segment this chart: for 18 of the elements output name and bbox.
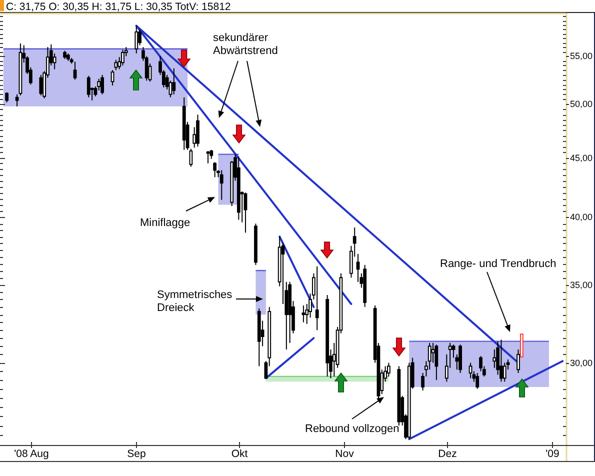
annotation: Rebound vollzogen <box>305 423 400 435</box>
x-tick-label: Sep <box>127 448 146 460</box>
chart-title: C: 31,75 O: 30,35 H: 31,75 L: 30,35 TotV: 15812 <box>6 1 231 13</box>
annotation: sekundärer Abwärtstrend <box>213 32 278 57</box>
x-tick-label: Okt <box>231 448 248 460</box>
y-tick-label: 45,00 <box>570 152 593 163</box>
y-tick-label: 30,00 <box>570 358 593 368</box>
x-tick-label: Dez <box>438 448 457 460</box>
annotation: Range- und Trendbruch <box>440 258 556 270</box>
y-tick-label: 35,00 <box>570 280 593 290</box>
y-tick-label: 50,00 <box>570 98 593 109</box>
annotation: Symmetrisches Dreieck <box>157 289 233 314</box>
x-tick-label: '08 Aug <box>14 448 50 460</box>
annotation: Miniflagge <box>140 217 190 229</box>
y-tick-label: 55,00 <box>570 50 593 61</box>
y-tick-label: 40,00 <box>570 212 593 222</box>
x-tick-label: '09 <box>546 448 560 460</box>
x-tick-label: Nov <box>335 448 355 460</box>
